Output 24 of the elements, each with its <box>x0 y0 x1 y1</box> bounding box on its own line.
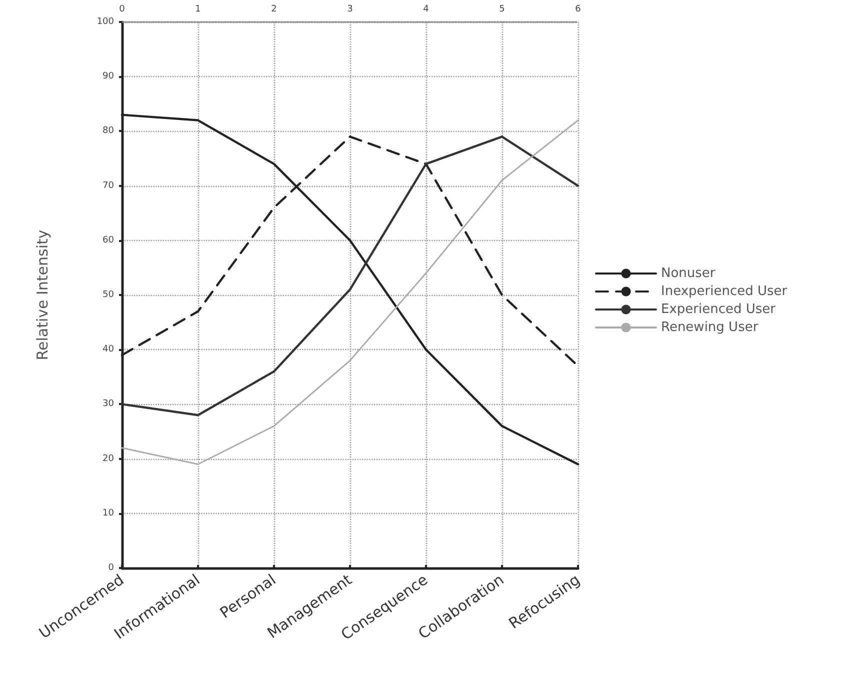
y-tick-label: 90 <box>102 72 114 82</box>
x2-tick-label: 6 <box>575 4 582 14</box>
y-tick-label: 0 <box>108 563 114 573</box>
y-tick-label: 100 <box>96 17 114 27</box>
x2-tick-label: 5 <box>499 4 505 14</box>
legend-label: Nonuser <box>661 266 716 281</box>
x2-tick-label: 1 <box>195 4 201 14</box>
y-tick-label: 50 <box>102 290 114 300</box>
x2-tick-label: 3 <box>347 4 353 14</box>
y-tick-label: 60 <box>102 235 114 246</box>
legend-label: Experienced User <box>661 302 776 317</box>
y-tick-label: 30 <box>102 399 114 410</box>
line-series <box>120 136 580 416</box>
x2-tick-label: 2 <box>271 4 277 14</box>
legend-label: Inexperienced User <box>661 284 788 299</box>
y-axis-title: Relative Intensity <box>34 230 52 360</box>
y-tick-label: 80 <box>102 126 114 136</box>
x2-tick-label: 0 <box>119 4 126 14</box>
y-tick-label: 20 <box>102 454 114 464</box>
x2-tick-label: 4 <box>423 4 430 14</box>
legend-label: Renewing User <box>661 320 759 335</box>
y-tick-label: 40 <box>102 344 114 355</box>
y-tick-label: 10 <box>102 508 114 518</box>
y-tick-label: 70 <box>102 180 114 191</box>
